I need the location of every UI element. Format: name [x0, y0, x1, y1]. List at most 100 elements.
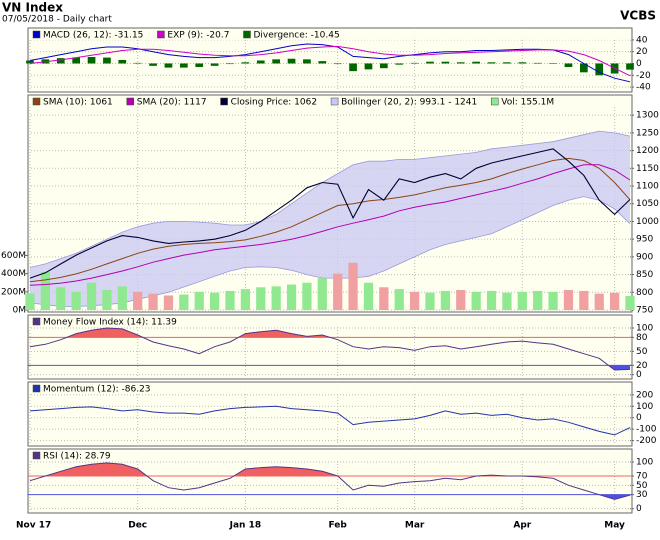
y-tick-label: -20: [636, 71, 651, 81]
volume-bar: [163, 295, 174, 310]
legend-swatch: [157, 30, 165, 39]
legend-label: RSI (14): 28.79: [43, 452, 111, 462]
volume-bar: [579, 290, 589, 310]
volume-bar: [256, 287, 266, 310]
bar: [241, 62, 250, 64]
bar: [272, 59, 280, 64]
bar: [26, 60, 34, 64]
volume-bar: [425, 292, 435, 310]
legend-swatch: [32, 97, 41, 106]
y-tick-label: 0: [636, 370, 642, 380]
chart-subtitle: 07/05/2018 - Daily chart: [2, 15, 112, 25]
bar: [564, 63, 573, 68]
volume-bar: [317, 278, 327, 310]
volume-bar: [533, 290, 543, 310]
bar: [503, 62, 511, 64]
legend-label: SMA (10): 1061: [43, 98, 113, 108]
legend-swatch: [32, 451, 41, 460]
bar: [118, 59, 127, 64]
y-tick-label: 0: [636, 504, 642, 514]
bar: [164, 63, 173, 68]
legend-swatch: [32, 30, 41, 39]
legend-label: Momentum (12): -86.23: [43, 385, 151, 395]
legend-label: MACD (26, 12): -31.15: [43, 31, 143, 41]
volume-bar: [333, 273, 343, 310]
bar: [103, 57, 111, 64]
volume-bar: [240, 289, 250, 310]
volume-bar: [440, 290, 450, 310]
bar: [195, 63, 204, 68]
legend-swatch: [32, 317, 41, 326]
line: [29, 43, 631, 83]
line: [29, 405, 631, 436]
y2-tick-label: 400M: [1, 269, 26, 279]
volume-bar: [271, 286, 281, 310]
y-tick-label: 950: [636, 235, 653, 245]
legend-label: Vol: 155.1M: [501, 98, 554, 108]
level-fill: [30, 328, 630, 338]
volume-bar: [40, 271, 50, 310]
volume-bar: [502, 292, 512, 310]
volume-bar: [517, 291, 527, 310]
y-tick-label: 900: [636, 252, 653, 262]
legend-swatch: [243, 30, 251, 39]
bar: [580, 63, 588, 73]
bar: [87, 56, 96, 64]
volume-bar: [225, 290, 235, 310]
bar: [426, 61, 434, 64]
volume-bar: [548, 291, 558, 310]
volume-bar: [71, 291, 81, 310]
volume-bar: [194, 291, 204, 310]
bar: [349, 63, 357, 72]
y2-tick-label: 200M: [1, 287, 26, 297]
y-tick-label: -200: [636, 436, 657, 446]
x-tick-label: Feb: [329, 521, 348, 531]
volume-bar: [563, 290, 574, 310]
volume-bar: [594, 293, 604, 310]
legend-strip: [29, 29, 631, 40]
volume-bar: [56, 287, 66, 310]
volume-bar: [286, 284, 297, 310]
bar: [549, 63, 557, 64]
bar: [533, 62, 542, 64]
bar: [487, 62, 496, 64]
volume-bar: [302, 282, 312, 310]
legend-strip: [29, 450, 631, 461]
y-tick-label: 50: [636, 347, 648, 357]
legend-strip: [29, 383, 631, 394]
legend-label: Bollinger (20, 2): 993.1 - 1241: [341, 98, 477, 108]
chart-title: VN Index: [2, 1, 63, 15]
y-tick-label: 100: [636, 402, 653, 412]
y-tick-label: 80: [636, 333, 648, 343]
bar: [472, 61, 480, 64]
volume-bar: [379, 287, 389, 310]
volume-bar: [394, 289, 404, 310]
y-tick-label: 40: [636, 35, 648, 45]
x-tick-label: Nov 17: [16, 521, 51, 531]
legend-label: EXP (9): -20.7: [167, 31, 229, 41]
legend-swatch: [490, 97, 499, 106]
bar: [595, 63, 604, 76]
legend-strip: [29, 316, 631, 327]
x-tick-label: May: [604, 521, 625, 531]
volume-bar: [471, 291, 481, 310]
bar: [456, 62, 465, 64]
volume-bar: [610, 292, 620, 310]
bar: [210, 63, 219, 66]
y-tick-label: 20: [636, 47, 648, 57]
volume-bar: [86, 282, 97, 310]
volume-bar: [625, 295, 635, 310]
y-tick-label: 100: [636, 458, 653, 468]
bar: [441, 61, 450, 64]
legend-label: Money Flow Index (14): 11.39: [43, 318, 177, 328]
bar: [395, 63, 404, 65]
y-tick-label: -100: [636, 425, 657, 435]
line: [29, 45, 631, 77]
legend-swatch: [32, 384, 41, 393]
y-tick-label: 1150: [636, 164, 659, 174]
y-tick-label: 30: [636, 490, 648, 500]
y-tick-label: 1000: [636, 217, 659, 227]
y-tick-label: 100: [636, 324, 653, 334]
volume-bar: [210, 292, 220, 310]
